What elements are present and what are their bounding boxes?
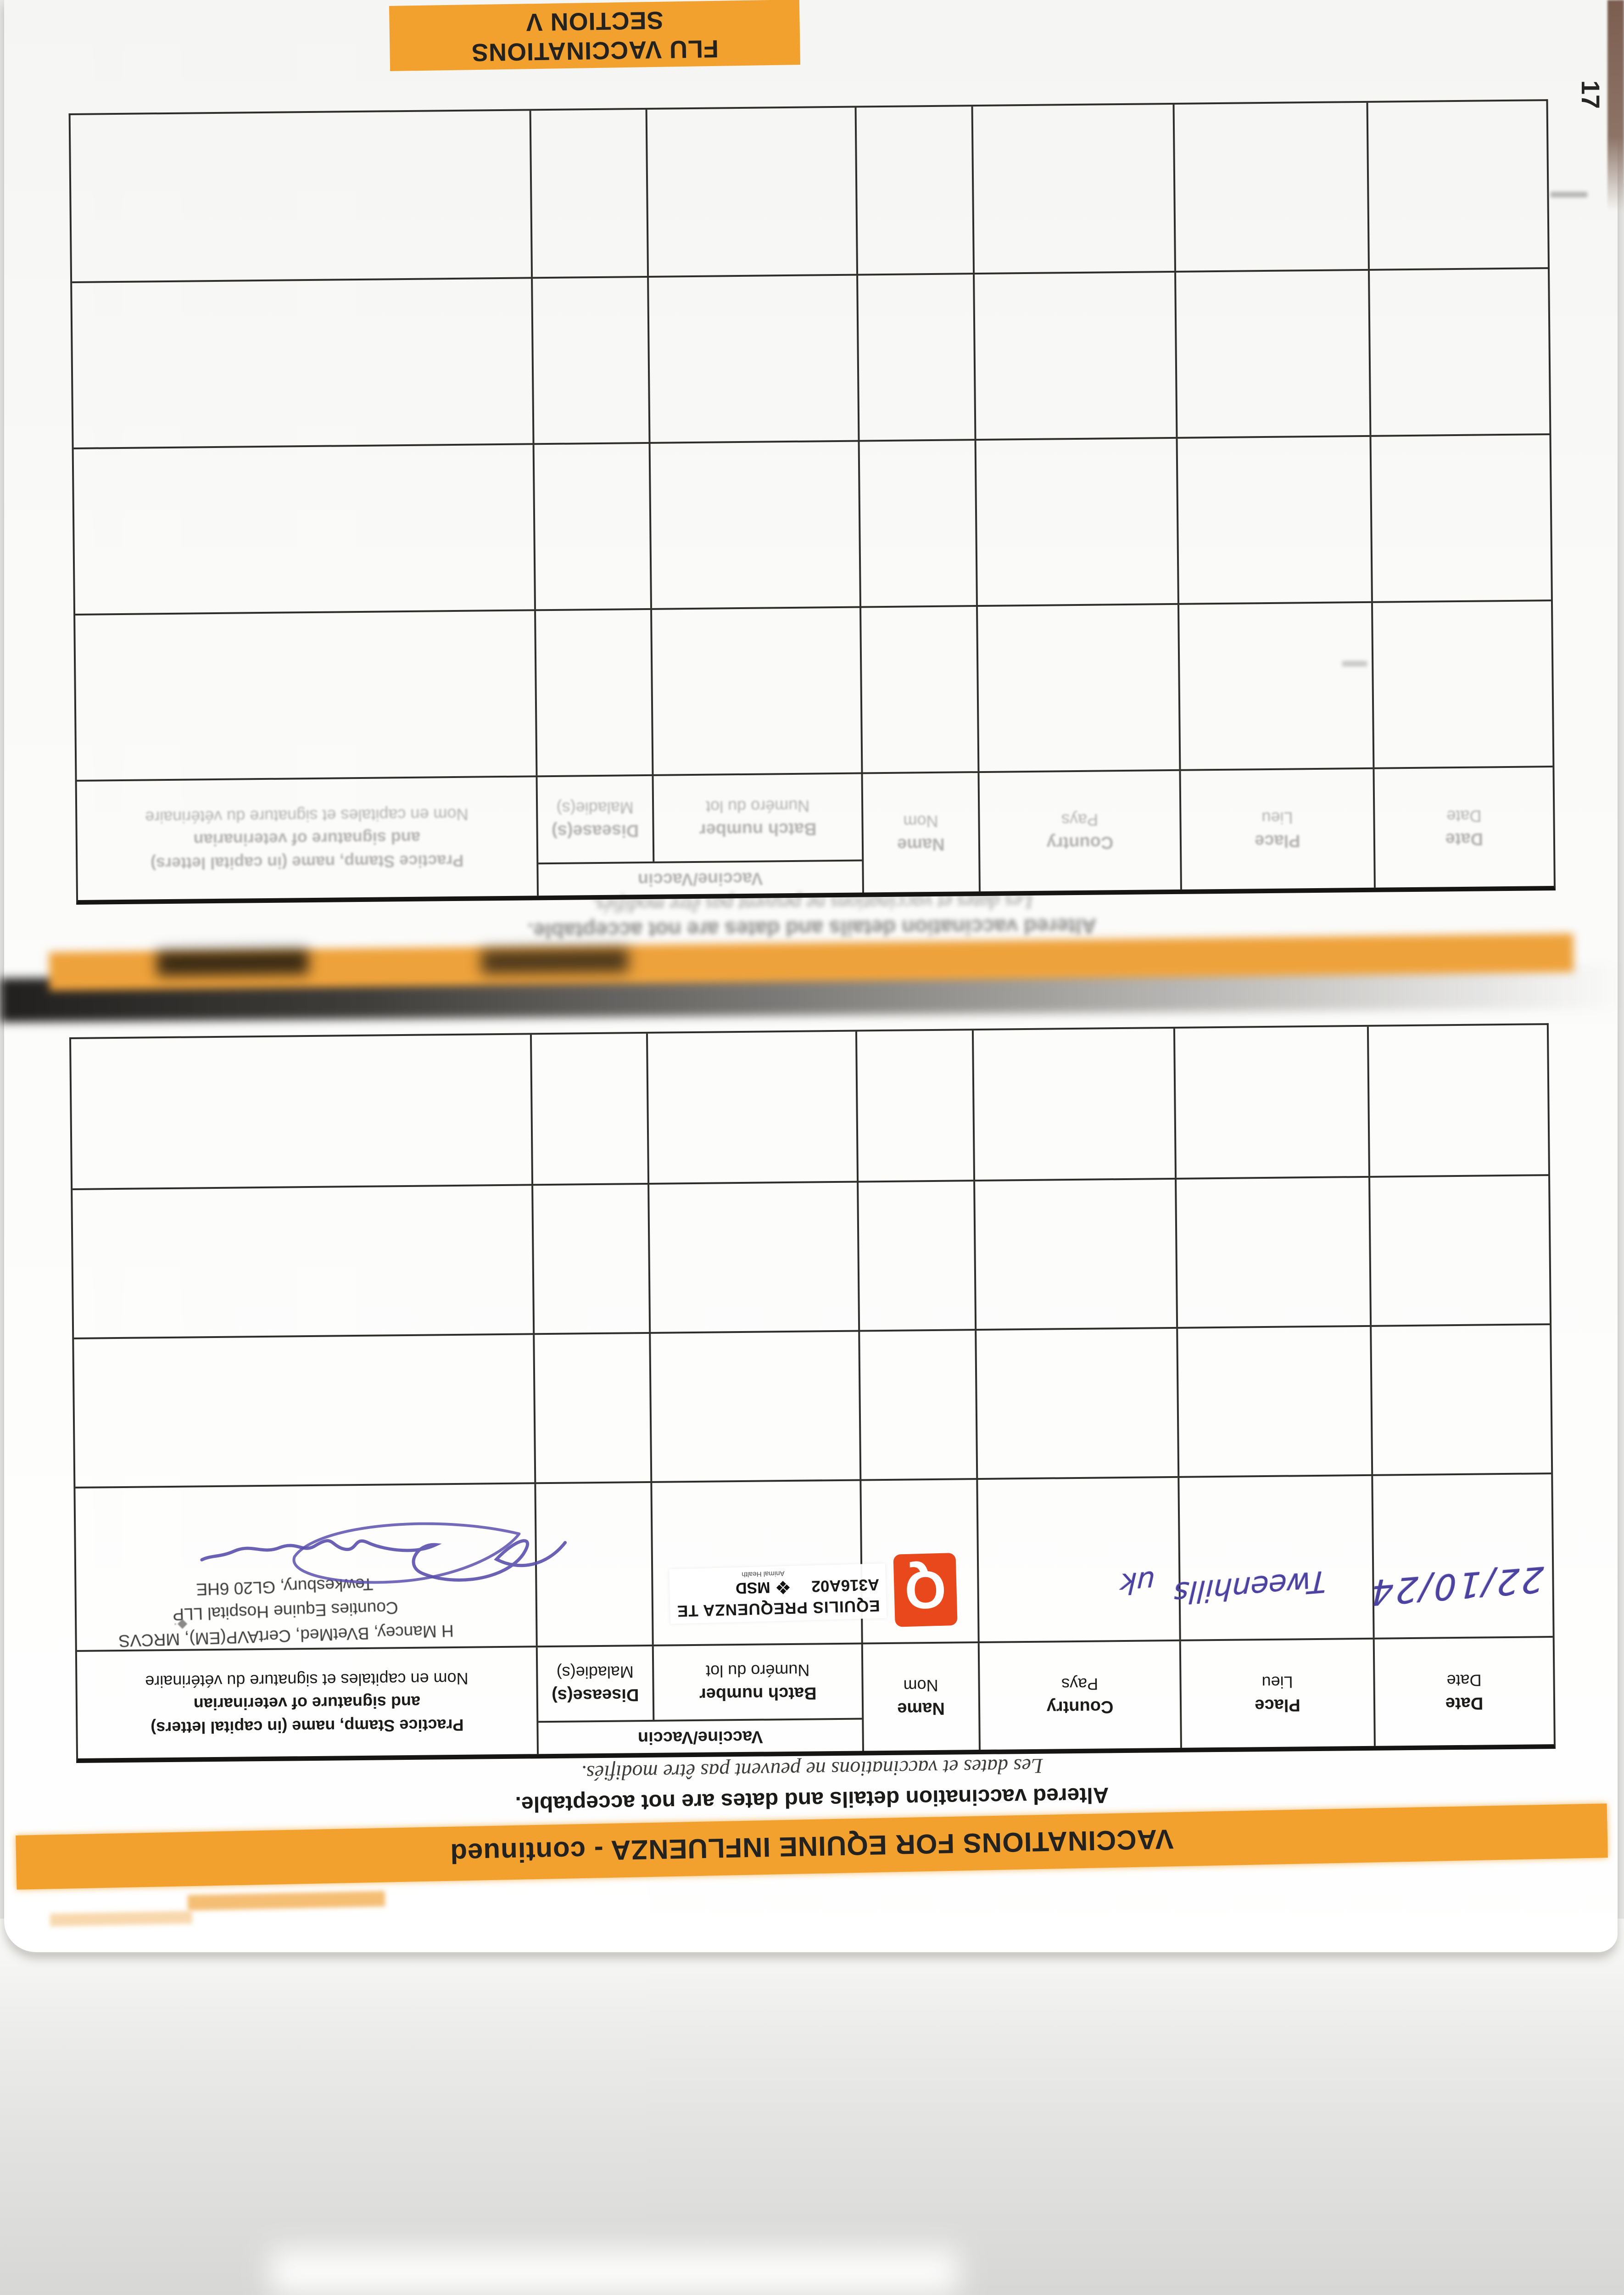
stamp-smudge: ◆· [173, 1618, 188, 1632]
page-number: 17 [1576, 80, 1606, 109]
section-banner-line1: FLU VACCINATIONS [471, 34, 719, 66]
msd-emblem-icon: ❖ [774, 1577, 792, 1598]
msd-brand: MSD [735, 1579, 771, 1597]
header-cell-place: Place Lieu [1179, 1639, 1374, 1748]
vaccine-sticker: Q EQUILIS PREQUENZA TE A316A02 ❖ MSD A [669, 1551, 958, 1634]
table-empty-row [73, 433, 1551, 614]
sticker-product-name: EQUILIS PREQUENZA TE [676, 1597, 881, 1620]
vet-signature [200, 1522, 567, 1584]
header-cell-batch: Batch number Numéro du lot [652, 1644, 862, 1720]
scan-smudge [1551, 192, 1587, 197]
fold-ink-smudge [481, 948, 629, 974]
header-cell-stamp: Practice Stamp, name (in capital letters… [145, 805, 469, 873]
table-empty-row [71, 101, 1548, 281]
header-cell-name: Name Nom [861, 773, 979, 893]
header-cell-vaccine: Vaccine/Vaccin Batch number Numéro du lo… [536, 1644, 862, 1754]
table-empty-row [74, 1323, 1551, 1487]
section-banner-line2: SECTION V [525, 6, 664, 36]
vaccination-table-continued: Date Date Place Lieu Country Pays Name N… [69, 1023, 1556, 1763]
header-cell-country: Country Pays [977, 771, 1180, 892]
header-cell-disease: Disease(s) Maladie(s) [551, 798, 639, 841]
table-empty-row [72, 267, 1550, 448]
header-cell-vaccine: Vaccine/Vaccin Batch number Numéro du lo… [536, 774, 862, 896]
continued-banner-label: VACCINATIONS FOR EQUINE INFLUENZA - cont… [449, 1824, 1174, 1870]
table-empty-row [71, 1025, 1548, 1188]
section-banner: FLU VACCINATIONS SECTION V [389, 0, 801, 72]
header-cell-stamp: Practice Stamp, name (in capital letters… [145, 1669, 469, 1737]
table-empty-row [75, 599, 1553, 780]
header-cell-country: Country Pays [977, 1641, 1180, 1750]
table-header-row: Date Date Place Lieu Country Pays Name N… [77, 1636, 1554, 1758]
header-cell-date: Date Date [1373, 767, 1554, 888]
header-cell-date: Date Date [1373, 1638, 1554, 1746]
msd-brand-sub: Animal Health [742, 1569, 785, 1579]
header-cell-batch: Batch number Numéro du lot [652, 774, 862, 862]
vaccination-table-section-v: Date Date Place Lieu Country Pays Name N… [68, 99, 1556, 905]
table-row-entry: 22/10/24 Tweenhills uk Q EQUILIS PREQUEN… [75, 1472, 1553, 1651]
vaccine-sticker-label: EQUILIS PREQUENZA TE A316A02 ❖ MSD Anima… [669, 1563, 887, 1624]
sticker-batch-number: A316A02 [811, 1576, 880, 1596]
table-header-row: Date Date Place Lieu Country Pays Name N… [77, 766, 1554, 900]
header-cell-name: Name Nom [861, 1643, 979, 1751]
entry-country-handwritten: uk [1119, 1564, 1155, 1601]
q-vaccine-logo: Q [893, 1553, 958, 1627]
table-empty-row [73, 1174, 1550, 1338]
scan-background [0, 1919, 1624, 2295]
header-cell-disease: Disease(s) Maladie(s) [552, 1662, 639, 1705]
scan-smudge [1342, 661, 1367, 666]
header-cell-place: Place Lieu [1179, 769, 1374, 890]
msd-logo: ❖ MSD Animal Health [735, 1569, 792, 1598]
scanner-flash-highlight [270, 2249, 959, 2295]
fold-ink-smudge [156, 949, 308, 976]
